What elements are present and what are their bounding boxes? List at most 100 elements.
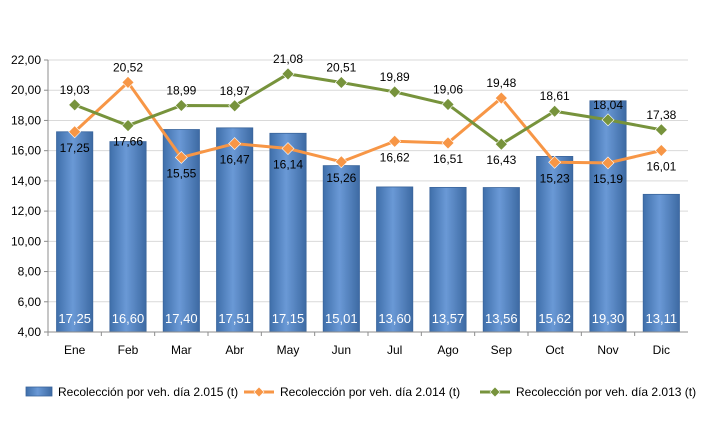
data-label-2014: 15,55 xyxy=(166,166,196,180)
marker-2013 xyxy=(68,98,82,112)
legend-item: Recolección por veh. día 2.014 (t) xyxy=(244,385,460,399)
legend-item: Recolección por veh. día 2.015 (t) xyxy=(25,385,238,399)
y-tick-label: 14,00 xyxy=(11,174,41,188)
x-tick-label: Oct xyxy=(545,343,564,357)
marker-2013 xyxy=(281,67,295,81)
data-label-2013: 18,99 xyxy=(166,83,196,97)
bar-2015 xyxy=(216,127,254,333)
bar-label-2015: 17,25 xyxy=(58,311,91,326)
x-tick-label: Ene xyxy=(64,343,86,357)
gridlines xyxy=(48,59,688,333)
data-label-2013: 19,03 xyxy=(60,83,90,97)
data-label-2013: 19,06 xyxy=(433,82,463,96)
marker-2014 xyxy=(441,136,455,150)
data-label-2013: 20,51 xyxy=(326,61,356,75)
bar-label-2015: 15,01 xyxy=(325,311,358,326)
bar-2015 xyxy=(589,100,627,333)
bar-label-2015: 17,15 xyxy=(272,311,305,326)
data-label-2014: 15,19 xyxy=(593,172,623,186)
x-tick-label: Abr xyxy=(225,343,244,357)
y-tick-label: 12,00 xyxy=(11,204,41,218)
data-label-2013: 17,38 xyxy=(646,108,676,122)
line-series xyxy=(68,67,668,170)
marker-2013 xyxy=(654,123,668,137)
marker-2013 xyxy=(494,137,508,151)
data-label-2013: 18,97 xyxy=(220,84,250,98)
data-label-2013: 21,08 xyxy=(273,52,303,66)
bar-2015 xyxy=(536,156,574,333)
marker-2013 xyxy=(388,85,402,99)
y-axis: 4,00 6,00 8,00 10,00 12,00 14,00 16,00 18,00 20,… xyxy=(11,53,49,339)
marker-2013 xyxy=(334,76,348,89)
y-tick-label: 4,00 xyxy=(18,325,42,339)
bar-label-2015: 13,57 xyxy=(432,311,465,326)
line-2013 xyxy=(74,72,662,146)
data-label-2014: 16,51 xyxy=(433,152,463,166)
marker-2013 xyxy=(228,99,242,113)
marker-2013 xyxy=(121,119,135,133)
data-label-2014: 16,01 xyxy=(646,160,676,174)
data-label-2014: 16,14 xyxy=(273,158,303,172)
legend-label: Recolección por veh. día 2.014 (t) xyxy=(280,385,460,399)
legend-marker xyxy=(253,386,265,398)
data-label-2014: 19,48 xyxy=(486,76,516,90)
bar-2015 xyxy=(109,141,147,333)
marker-2014 xyxy=(121,75,135,89)
legend-item: Recolección por veh. día 2.013 (t) xyxy=(480,385,696,399)
y-tick-label: 18,00 xyxy=(11,113,41,127)
data-label-2014: 15,26 xyxy=(326,171,356,185)
marker-2014 xyxy=(548,155,562,169)
bar-label-2015: 13,11 xyxy=(646,311,678,326)
legend: Recolección por veh. día 2.015 (t) Recole… xyxy=(25,385,696,399)
bar-label-2015: 16,60 xyxy=(112,311,145,326)
data-label-2013: 19,89 xyxy=(380,70,410,84)
data-label-2014: 16,47 xyxy=(220,153,250,167)
bar-label-2015: 17,40 xyxy=(165,311,198,326)
x-tick-label: Mar xyxy=(171,343,192,357)
marker-2013 xyxy=(441,98,455,111)
x-tick-label: Ago xyxy=(437,343,459,357)
data-label-2013: 17,66 xyxy=(113,135,143,149)
line-2014 xyxy=(73,80,662,165)
marker-2014 xyxy=(228,137,242,150)
bar-label-2015: 13,56 xyxy=(485,311,518,326)
data-labels: 17,25 16,60 17,40 17,51 17,15 15,01 13,60 13,57… xyxy=(58,52,677,326)
data-label-2014: 17,25 xyxy=(60,141,90,155)
marker-2014 xyxy=(388,134,402,148)
x-tick-label: Sep xyxy=(491,343,513,357)
bar-2015 xyxy=(642,193,680,333)
marker-2014 xyxy=(601,156,615,170)
marker-2013 xyxy=(174,99,188,112)
legend-swatch xyxy=(25,386,53,397)
legend-marker xyxy=(489,386,501,398)
bar-series xyxy=(56,100,680,333)
data-label-2013: 18,61 xyxy=(540,89,570,103)
bar-label-2015: 17,51 xyxy=(218,311,251,326)
data-label-2013: 16,43 xyxy=(486,153,516,167)
marker-2014 xyxy=(281,142,295,155)
marker-2013 xyxy=(601,113,615,127)
marker-2013 xyxy=(548,104,562,118)
x-tick-label: May xyxy=(277,343,300,357)
bar-label-2015: 13,60 xyxy=(378,311,411,326)
y-tick-label: 10,00 xyxy=(11,234,41,248)
x-tick-label: Jul xyxy=(387,343,402,357)
y-tick-label: 6,00 xyxy=(18,295,42,309)
legend-label: Recolección por veh. día 2.015 (t) xyxy=(58,385,238,399)
bar-2015 xyxy=(162,129,200,333)
y-tick-label: 20,00 xyxy=(11,83,41,97)
bar-2015 xyxy=(322,165,360,333)
y-tick-label: 16,00 xyxy=(11,144,41,158)
marker-2014 xyxy=(174,151,188,164)
data-label-2014: 16,62 xyxy=(380,150,410,164)
y-tick-label: 22,00 xyxy=(11,53,41,67)
x-tick-label: Feb xyxy=(118,343,139,357)
x-axis: Ene Feb Mar Abr May Jun Jul Ago Sep Oct Nov Dic xyxy=(47,331,688,357)
legend-label: Recolección por veh. día 2.013 (t) xyxy=(516,385,696,399)
bar-label-2015: 19,30 xyxy=(592,311,625,326)
bar-2015 xyxy=(269,132,307,333)
bar-2015 xyxy=(376,186,414,333)
marker-2014 xyxy=(654,144,668,157)
x-tick-label: Dic xyxy=(653,343,670,357)
